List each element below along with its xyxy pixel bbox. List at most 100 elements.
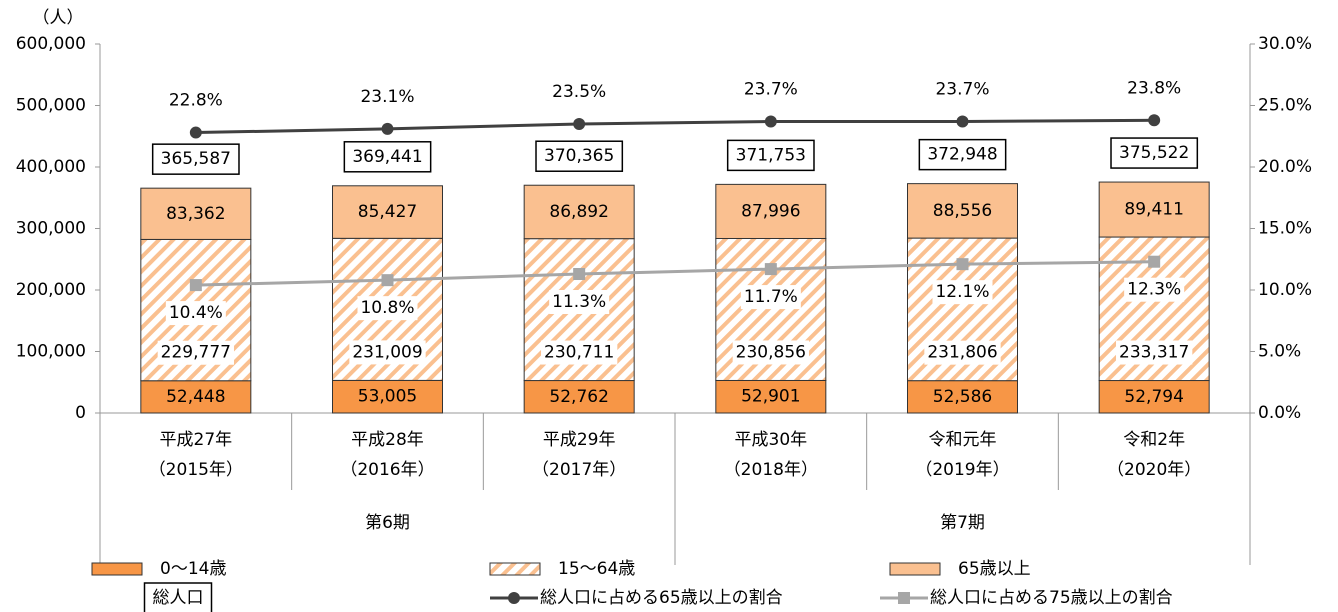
line-label: 23.8%	[1127, 78, 1181, 98]
line-point	[573, 117, 586, 130]
line-point	[1148, 114, 1161, 127]
bar-label: 52,901	[741, 387, 800, 407]
line	[195, 260, 1155, 287]
x-tick-label: 平成29年	[543, 430, 616, 450]
y-tick-label: 100,000	[16, 342, 86, 362]
y-tick-label: 200,000	[16, 280, 86, 300]
bar-segment	[140, 380, 252, 414]
x-tick-label: 令和元年	[929, 430, 997, 450]
line-label: 10.4%	[169, 303, 223, 323]
bar-label: 233,317	[1119, 343, 1189, 363]
line-label: 11.3%	[552, 292, 606, 312]
bar-segment	[715, 379, 827, 414]
legend-label: 総人口に占める65歳以上の割合	[540, 588, 783, 608]
y2-tick-label: 5.0%	[1258, 342, 1301, 362]
group-label: 第7期	[940, 513, 985, 533]
bar-label-box	[924, 340, 1001, 365]
line-label-box	[549, 290, 610, 315]
bar-label: 229,777	[161, 343, 231, 363]
line-point	[381, 122, 394, 135]
y2-tick-label: 10.0%	[1258, 280, 1312, 300]
line-point	[1148, 255, 1161, 268]
bar-label-box	[1116, 340, 1193, 365]
bar-segment	[907, 380, 1018, 414]
line-label: 12.3%	[1127, 280, 1181, 300]
bar-label: 230,856	[736, 342, 806, 362]
y2-tick-label: 30.0%	[1258, 34, 1312, 54]
total-label: 369,441	[352, 147, 422, 167]
legend-marker	[508, 592, 520, 604]
bar-label: 52,762	[549, 387, 608, 407]
x-tick-label: 平成27年	[160, 430, 233, 450]
y2-tick-label: 15.0%	[1258, 219, 1312, 239]
line	[195, 118, 1155, 135]
bar-segment	[523, 380, 635, 414]
y2-tick-label: 20.0%	[1258, 157, 1312, 177]
line-point	[764, 263, 777, 276]
legend-swatch	[489, 562, 541, 576]
bar-label: 231,806	[927, 343, 997, 363]
bar-segment	[907, 183, 1018, 239]
line-point	[764, 115, 777, 128]
total-label-box	[535, 140, 624, 172]
bar-label: 53,005	[358, 387, 417, 407]
total-label: 371,753	[736, 145, 806, 165]
line-label-box	[165, 301, 226, 326]
legend-total: 総人口	[153, 588, 204, 608]
line-point	[573, 268, 586, 281]
y-tick-label: 300,000	[16, 219, 86, 239]
bar-label: 89,411	[1124, 200, 1183, 220]
bar-label: 52,794	[1124, 387, 1183, 407]
total-label-box	[343, 141, 432, 173]
legend-total-box	[143, 582, 213, 612]
bar-label-box	[732, 340, 809, 365]
bar-label: 87,996	[741, 201, 800, 221]
group-label: 第6期	[365, 513, 410, 533]
line-label-box	[740, 285, 801, 310]
bar-label: 52,448	[166, 387, 225, 407]
legend-label: 15～64歳	[558, 559, 635, 579]
line-label: 10.8%	[360, 298, 414, 318]
line-point	[956, 115, 969, 128]
line-label-box	[1124, 277, 1185, 302]
legend-swatch	[889, 562, 941, 576]
bar-label-box	[349, 340, 426, 365]
bar-label-box	[157, 340, 234, 365]
bar-segment	[523, 184, 635, 240]
line-label: 12.1%	[935, 282, 989, 302]
line-label: 23.1%	[360, 87, 414, 107]
bar-label: 230,711	[544, 343, 614, 363]
total-label: 370,365	[544, 146, 614, 166]
bar-label: 231,009	[352, 342, 422, 362]
x-tick-label: （2018年）	[724, 460, 818, 480]
line-label-box	[357, 296, 418, 321]
x-tick-label: （2016年）	[340, 460, 434, 480]
legend-swatch	[91, 562, 143, 576]
total-label: 375,522	[1119, 143, 1189, 163]
y2-tick-label: 0.0%	[1258, 403, 1301, 423]
x-tick-label: （2019年）	[915, 460, 1009, 480]
line-label: 11.7%	[744, 287, 798, 307]
legend-marker	[898, 592, 910, 604]
total-label: 365,587	[161, 149, 231, 169]
bar-segment	[140, 187, 252, 240]
bar-label: 83,362	[166, 204, 225, 224]
line-label: 23.5%	[552, 82, 606, 102]
line-label: 23.7%	[744, 79, 798, 99]
total-label-box	[726, 139, 815, 172]
y-unit: （人）	[33, 8, 84, 28]
line-label-box	[932, 280, 993, 305]
y-tick-label: 400,000	[16, 157, 86, 177]
bar-segment	[332, 185, 443, 239]
x-tick-label: 平成28年	[351, 430, 424, 450]
x-tick-label: 令和2年	[1123, 430, 1185, 450]
x-tick-label: （2015年）	[149, 460, 243, 480]
x-tick-label: （2017年）	[532, 460, 626, 480]
bar-label: 88,556	[933, 201, 992, 221]
y2-tick-label: 25.0%	[1258, 96, 1312, 116]
line-label: 22.8%	[169, 91, 223, 111]
total-label: 372,948	[927, 145, 997, 165]
line-point	[189, 126, 202, 139]
y-tick-label: 600,000	[16, 34, 86, 54]
